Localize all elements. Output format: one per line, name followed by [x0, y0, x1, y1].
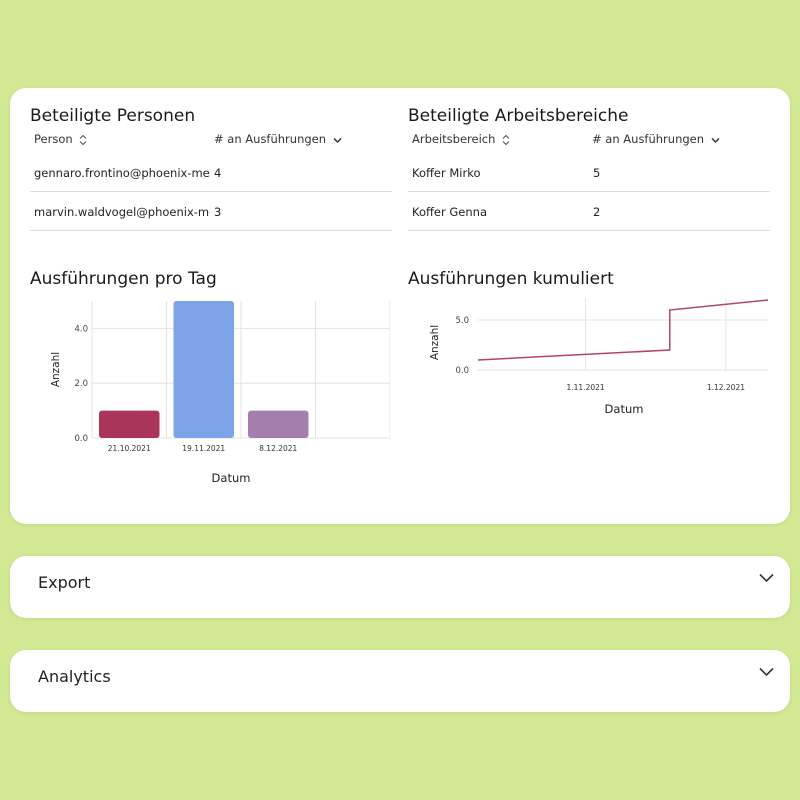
cumulative-line-chart: 1.11.2021 1.12.2021 0.0 5.0 Datum Anzahl: [429, 298, 769, 416]
area-count-column-label: # an Ausführungen: [592, 132, 705, 146]
sort-icon: [79, 134, 87, 145]
x-tick-label: 1.11.2021: [566, 383, 604, 392]
area-count-column-header[interactable]: # an Ausführungen: [592, 132, 720, 146]
sort-icon: [502, 134, 510, 145]
area-column-header[interactable]: Arbeitsbereich: [412, 132, 510, 146]
person-count-cell: 3: [214, 205, 222, 219]
person-column-header[interactable]: Person: [34, 132, 87, 146]
y-tick-label: 4.0: [74, 324, 88, 334]
per-day-chart-title: Ausführungen pro Tag: [30, 269, 217, 289]
chevron-down-icon[interactable]: [759, 667, 774, 677]
area-name-cell: Koffer Genna: [412, 205, 487, 219]
person-name-cell: gennaro.frontino@phoenix-mecar: [34, 166, 210, 180]
per-day-bar-chart: 0.0 2.0 4.0 21.10.2021 19.11.2021 8.12.2021 Da…: [50, 301, 390, 485]
y-tick-label: 5.0: [455, 316, 469, 326]
analytics-accordion[interactable]: Analytics: [10, 650, 790, 712]
x-tick-label: 19.11.2021: [182, 444, 225, 453]
person-count-cell: 4: [214, 166, 222, 180]
export-accordion[interactable]: Export: [10, 556, 790, 618]
export-title: Export: [38, 573, 91, 592]
cumulative-chart-title: Ausführungen kumuliert: [408, 269, 614, 289]
area-name-cell: Koffer Mirko: [412, 166, 481, 180]
chevron-down-icon[interactable]: [759, 573, 774, 583]
person-count-column-header[interactable]: # an Ausführungen: [214, 132, 342, 146]
person-name-cell: marvin.waldvogel@phoenix-meca: [34, 205, 210, 219]
row-divider: [30, 191, 392, 192]
analytics-title: Analytics: [38, 667, 111, 686]
x-tick-label: 1.12.2021: [707, 383, 745, 392]
area-count-cell: 2: [593, 205, 601, 219]
series-line: [477, 299, 769, 361]
person-column-label: Person: [34, 132, 73, 146]
person-count-column-label: # an Ausführungen: [214, 132, 327, 146]
y-axis-label: Anzahl: [50, 352, 62, 387]
x-tick-label: 21.10.2021: [108, 444, 151, 453]
areas-title: Beteiligte Arbeitsbereiche: [408, 106, 629, 126]
sort-descending-icon: [333, 137, 342, 143]
row-divider: [408, 191, 770, 192]
x-tick-label: 8.12.2021: [259, 444, 297, 453]
y-tick-label: 0.0: [455, 366, 469, 376]
y-tick-label: 2.0: [74, 379, 88, 389]
bar: [99, 410, 160, 438]
y-axis-label: Anzahl: [429, 325, 441, 360]
sort-descending-icon: [711, 137, 720, 143]
x-axis-label: Datum: [212, 471, 251, 485]
bar: [248, 410, 309, 438]
bar: [173, 301, 234, 438]
row-divider: [30, 230, 392, 231]
statistics-card: Beteiligte Personen Person # an Ausführu…: [10, 88, 790, 524]
persons-title: Beteiligte Personen: [30, 106, 196, 126]
area-count-cell: 5: [593, 166, 601, 180]
area-column-label: Arbeitsbereich: [412, 132, 496, 146]
row-divider: [408, 230, 770, 231]
y-tick-label: 0.0: [74, 434, 88, 444]
x-axis-label: Datum: [605, 402, 644, 416]
